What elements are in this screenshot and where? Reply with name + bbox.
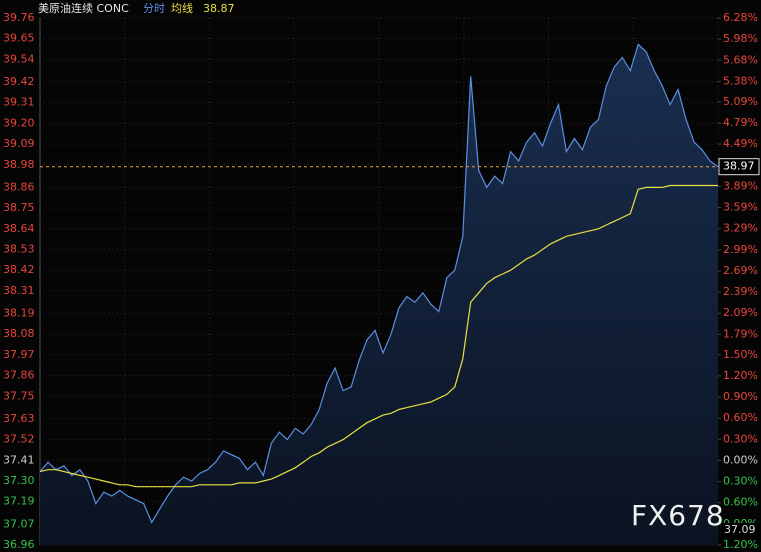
- y-tick-label: 39.42: [3, 75, 35, 88]
- y2-tick-label: 5.09%: [723, 95, 758, 108]
- y2-tick-label: 0.90%: [723, 390, 758, 403]
- y2-tick-label: 5.68%: [723, 53, 758, 66]
- y2-tick-label: 0.00%: [723, 453, 758, 466]
- y-tick-label: 38.31: [3, 284, 35, 297]
- y-tick-label: 37.86: [3, 369, 35, 382]
- legend-entry: 均线: [171, 1, 193, 15]
- y-tick-label: 39.09: [3, 137, 35, 150]
- y2-tick-label: 2.99%: [723, 243, 758, 256]
- y-tick-label: 38.53: [3, 243, 35, 256]
- y-tick-label: 39.65: [3, 32, 35, 45]
- y-tick-label: 39.20: [3, 116, 35, 129]
- y2-tick-label: 1.50%: [723, 348, 758, 361]
- price-area: [40, 44, 718, 546]
- y-tick-label: 37.97: [3, 348, 35, 361]
- y-tick-label: 39.31: [3, 96, 35, 109]
- y-tick-label: 38.86: [3, 180, 35, 193]
- y-tick-label: 38.08: [3, 327, 35, 340]
- y-tick-label: 37.75: [3, 389, 35, 402]
- legend-entry: 分时: [143, 2, 165, 15]
- y-tick-label: 37.52: [3, 433, 35, 446]
- y-tick-label: 38.75: [3, 201, 35, 214]
- y-tick-label: 37.63: [3, 412, 35, 425]
- y2-tick-label: 0.60%: [723, 411, 758, 424]
- y2-tick-label: 1.20%: [723, 538, 758, 551]
- y-tick-label: 38.19: [3, 306, 35, 319]
- low-price-box: [722, 523, 760, 537]
- y-tick-label: 38.98: [3, 158, 35, 171]
- chart-title: 美原油连续 CONC: [38, 1, 129, 15]
- current-price-box: [718, 158, 760, 176]
- y2-tick-label: 4.79%: [723, 116, 758, 129]
- price-line: [39, 43, 719, 524]
- y-tick-label: 37.41: [3, 453, 35, 466]
- y2-tick-label: 1.79%: [723, 327, 758, 340]
- y2-tick-label: 0.30%: [723, 475, 758, 488]
- y-tick-label: 36.96: [3, 538, 35, 551]
- low-price-label: 37.09: [724, 523, 756, 536]
- y2-tick-label: 0.30%: [723, 432, 758, 445]
- y2-tick-label: 4.49%: [723, 137, 758, 150]
- y-tick-label: 37.07: [3, 517, 35, 530]
- y2-tick-label: 6.28%: [723, 11, 758, 24]
- y2-tick-label: 5.38%: [723, 74, 758, 87]
- y-tick-label: 37.19: [3, 495, 35, 508]
- y-tick-label: 39.76: [3, 11, 35, 24]
- y2-tick-label: 1.20%: [723, 369, 758, 382]
- current-price-label: 38.97: [723, 160, 755, 173]
- watermark: FX678: [631, 499, 725, 532]
- y2-tick-label: 2.09%: [723, 306, 758, 319]
- y2-tick-label: 0.60%: [723, 496, 758, 509]
- y-tick-label: 38.64: [3, 222, 35, 235]
- y2-tick-label: 3.59%: [723, 201, 758, 214]
- y2-tick-label: 5.98%: [723, 32, 758, 45]
- y-tick-label: 37.30: [3, 474, 35, 487]
- y-tick-label: 39.54: [3, 52, 35, 65]
- y2-tick-label: 3.29%: [723, 222, 758, 235]
- header-value: 38.87: [203, 2, 235, 15]
- y2-tick-label: 2.39%: [723, 285, 758, 298]
- y-tick-label: 38.42: [3, 263, 35, 276]
- y2-tick-label: 3.89%: [723, 179, 758, 192]
- y2-tick-label: 2.69%: [723, 264, 758, 277]
- average-line: [39, 184, 718, 488]
